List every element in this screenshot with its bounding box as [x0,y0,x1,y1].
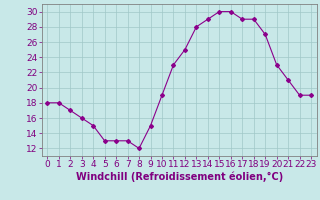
X-axis label: Windchill (Refroidissement éolien,°C): Windchill (Refroidissement éolien,°C) [76,172,283,182]
